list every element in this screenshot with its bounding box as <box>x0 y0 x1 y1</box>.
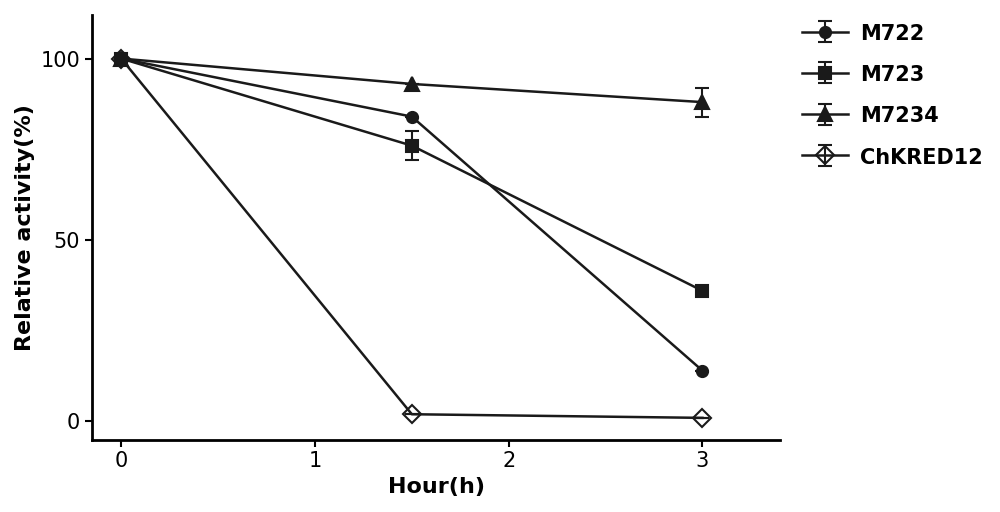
Legend: M722, M723, M7234, ChKRED12: M722, M723, M7234, ChKRED12 <box>794 15 992 176</box>
Y-axis label: Relative activity(%): Relative activity(%) <box>15 104 35 351</box>
X-axis label: Hour(h): Hour(h) <box>388 477 485 497</box>
